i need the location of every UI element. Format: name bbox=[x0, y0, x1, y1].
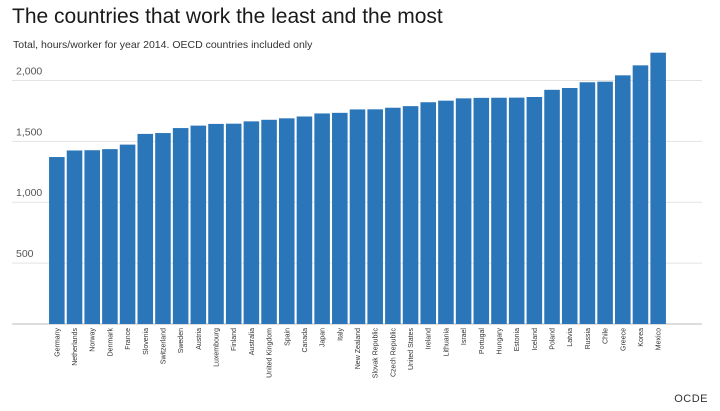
bar bbox=[402, 106, 419, 324]
x-tick-label: Slovak Republic bbox=[373, 328, 380, 379]
bar bbox=[349, 109, 366, 325]
x-tick-label: Slovenia bbox=[143, 328, 150, 355]
x-tick-label: Korea bbox=[638, 328, 645, 347]
x-tick-label: United States bbox=[408, 328, 415, 371]
x-tick-label: Spain bbox=[284, 328, 291, 346]
x-tick-label: Germany bbox=[54, 328, 61, 357]
x-tick-label: Ireland bbox=[426, 328, 433, 350]
chart-subtitle: Total, hours/worker for year 2014. OECD … bbox=[13, 39, 313, 51]
chart-title: The countries that work the least and th… bbox=[12, 5, 443, 28]
x-tick-label: Sweden bbox=[178, 328, 185, 353]
bar bbox=[597, 81, 613, 324]
bar bbox=[420, 102, 437, 325]
y-tick-label: 1,500 bbox=[16, 126, 42, 138]
bar bbox=[579, 82, 596, 325]
bar bbox=[650, 52, 666, 325]
bar bbox=[526, 97, 543, 324]
bar bbox=[243, 121, 260, 324]
x-tick-label: France bbox=[125, 328, 132, 350]
x-tick-label: Italy bbox=[337, 328, 344, 341]
source-label: OCDE bbox=[674, 393, 708, 405]
bar bbox=[172, 128, 189, 324]
bar bbox=[508, 97, 525, 325]
y-tick-label: 1,000 bbox=[16, 187, 42, 199]
x-tick-label: Netherlands bbox=[72, 328, 79, 366]
x-tick-label: Poland bbox=[550, 328, 557, 350]
x-tick-label: Mexico bbox=[656, 328, 663, 350]
x-tick-label: Switzerland bbox=[160, 328, 167, 364]
bar bbox=[49, 157, 65, 324]
x-tick-label: Iceland bbox=[532, 328, 539, 351]
bar bbox=[155, 133, 171, 324]
y-tick-label: 500 bbox=[16, 248, 34, 260]
y-axis: 500 1,000 1,500 2,000 bbox=[16, 65, 42, 260]
bar bbox=[84, 150, 100, 324]
bar bbox=[491, 97, 507, 325]
x-tick-label: Hungary bbox=[496, 328, 503, 355]
bar bbox=[190, 125, 207, 325]
bar bbox=[473, 97, 490, 324]
x-tick-label: Canada bbox=[302, 328, 309, 353]
x-tick-label: Portugal bbox=[479, 328, 486, 355]
bar bbox=[208, 123, 224, 324]
x-tick-label: Greece bbox=[620, 328, 627, 351]
bar bbox=[225, 123, 242, 325]
x-tick-label: Chile bbox=[603, 328, 610, 344]
x-tick-label: United Kingdom bbox=[267, 328, 274, 378]
x-tick-label: Luxembourg bbox=[214, 328, 221, 367]
x-tick-label: New Zealand bbox=[355, 328, 362, 369]
x-tick-label: Estonia bbox=[514, 328, 521, 351]
bar bbox=[561, 87, 578, 325]
bars bbox=[49, 52, 666, 325]
x-tick-label: Latvia bbox=[567, 328, 574, 347]
x-tick-label: Czech Republic bbox=[390, 328, 397, 378]
x-tick-label: Lithuania bbox=[443, 328, 450, 357]
bar bbox=[455, 98, 472, 324]
bar bbox=[367, 109, 383, 324]
bar bbox=[278, 118, 295, 324]
bar bbox=[438, 100, 454, 324]
x-tick-label: Austria bbox=[196, 328, 203, 350]
bar bbox=[296, 116, 313, 325]
bar bbox=[615, 75, 631, 324]
bar bbox=[102, 149, 118, 324]
x-axis: Germany Netherlands Norway Denmark France Slo… bbox=[54, 328, 662, 379]
bar bbox=[261, 119, 277, 324]
x-tick-label: Russia bbox=[585, 328, 592, 350]
bar bbox=[385, 107, 401, 324]
x-tick-label: Australia bbox=[249, 328, 256, 355]
bar bbox=[544, 89, 560, 324]
bar bbox=[119, 144, 136, 324]
bar bbox=[332, 112, 348, 324]
bar bbox=[66, 150, 83, 324]
y-tick-label: 2,000 bbox=[16, 65, 42, 77]
bar bbox=[314, 113, 330, 324]
x-tick-label: Japan bbox=[320, 328, 327, 347]
bar bbox=[632, 65, 649, 324]
x-tick-label: Norway bbox=[90, 328, 97, 352]
x-tick-label: Finland bbox=[231, 328, 238, 351]
bar bbox=[137, 133, 154, 324]
x-tick-label: Israel bbox=[461, 328, 468, 346]
x-tick-label: Denmark bbox=[107, 328, 114, 357]
